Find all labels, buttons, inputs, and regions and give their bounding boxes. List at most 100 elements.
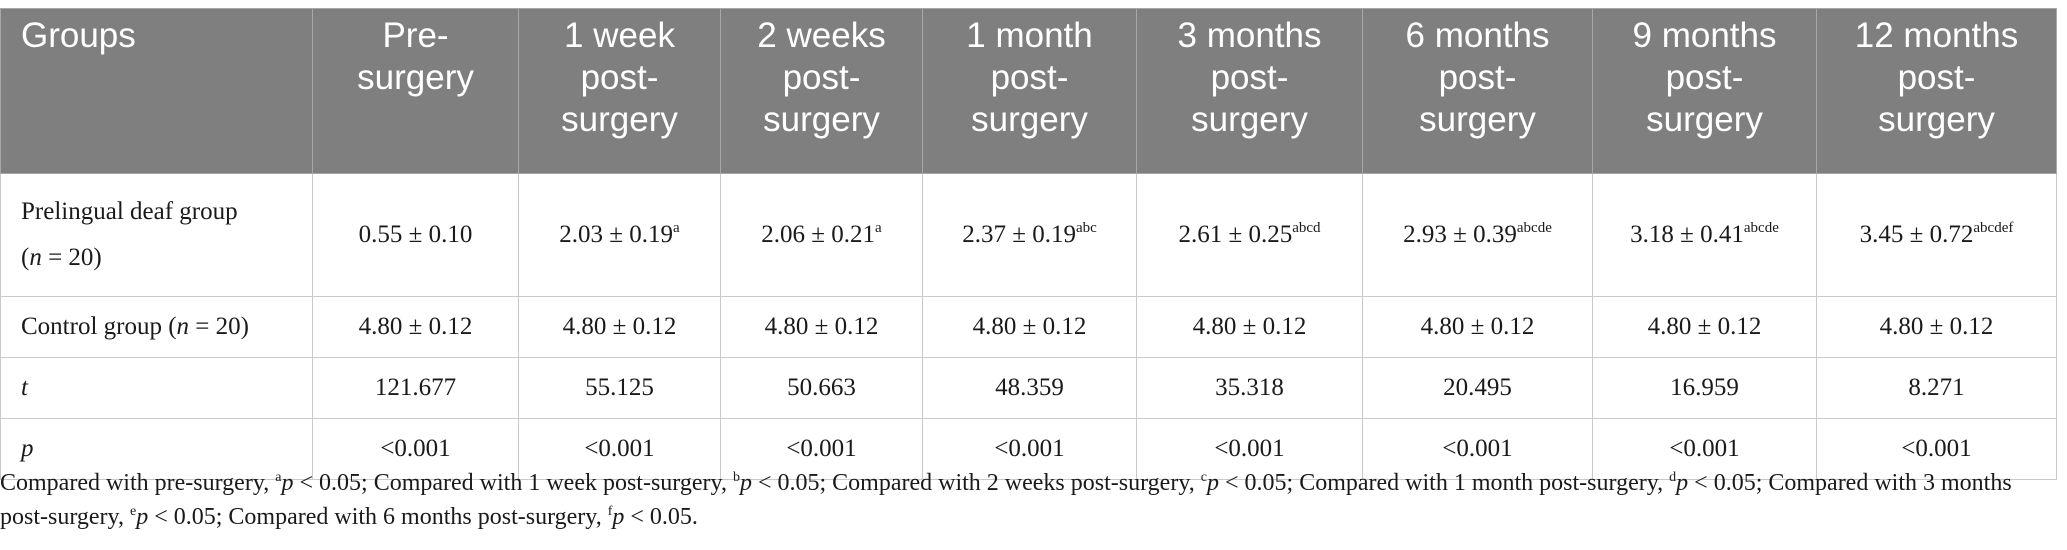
header-line: post-: [1210, 58, 1289, 97]
table-cell: 16.959: [1592, 357, 1817, 419]
footnote-part: Compared with 3 months post-surgery, ep …: [0, 470, 2012, 530]
header-cell-1-month: 1 month post- surgery: [922, 8, 1137, 174]
row-label-line: Prelingual deaf group: [21, 198, 238, 225]
table-cell: 121.677: [312, 357, 519, 419]
cell-value: 2.61 ± 0.25: [1178, 221, 1293, 248]
cell-superscript: abcde: [1516, 220, 1552, 236]
header-cell-2-weeks: 2 weeks post- surgery: [720, 8, 923, 174]
table-cell: 4.80 ± 0.12: [1592, 296, 1817, 358]
row-label-text: = 20): [189, 313, 249, 340]
table-row-control: Control group (n = 20) 4.80 ± 0.12 4.80 …: [0, 296, 2057, 358]
table-cell: 50.663: [720, 357, 923, 419]
table-row-t: t 121.677 55.125 50.663 48.359 35.318 20…: [0, 357, 2057, 419]
row-label: Control group (n = 20): [0, 296, 313, 358]
table-cell: <0.001: [720, 418, 923, 480]
row-label-text: Control group (: [21, 313, 177, 340]
header-line: 1 month: [966, 16, 1093, 55]
table-cell: 35.318: [1136, 357, 1363, 419]
table-cell: 8.271: [1816, 357, 2057, 419]
table-cell: <0.001: [1362, 418, 1593, 480]
table-cell: 2.37 ± 0.19abc: [922, 173, 1137, 297]
header-line: surgery: [1646, 100, 1763, 139]
table-cell: 48.359: [922, 357, 1137, 419]
table-header: Groups Pre- surgery 1 week post- surgery…: [0, 8, 2057, 174]
table-cell: 2.03 ± 0.19a: [518, 173, 721, 297]
header-cell-1-week: 1 week post- surgery: [518, 8, 721, 174]
header-line: surgery: [971, 100, 1088, 139]
row-label-line: (n = 20): [21, 235, 304, 281]
header-line: 9 months: [1632, 16, 1777, 55]
row-label: Prelingual deaf group (n = 20): [0, 173, 313, 297]
cell-superscript: abcdef: [1973, 220, 2014, 236]
header-line: post-: [782, 58, 861, 97]
header-line: 12 months: [1854, 16, 2019, 55]
footnote-part: Compared with pre-surgery, ap < 0.05;: [0, 470, 374, 496]
cell-value: 3.18 ± 0.41: [1630, 221, 1744, 248]
table-footnote: Compared with pre-surgery, ap < 0.05; Co…: [0, 466, 2060, 534]
header-line: post-: [1897, 58, 1976, 97]
cell-superscript: abcde: [1743, 220, 1779, 236]
header-line: post-: [1438, 58, 1517, 97]
header-cell-pre-surgery: Pre- surgery: [312, 8, 519, 174]
header-line: Pre-: [382, 16, 449, 55]
table-cell: <0.001: [312, 418, 519, 480]
table-cell: 4.80 ± 0.12: [720, 296, 923, 358]
table-cell: 4.80 ± 0.12: [518, 296, 721, 358]
header-line: surgery: [1878, 100, 1995, 139]
row-label: t: [0, 357, 313, 419]
header-line: 1 week: [564, 16, 675, 55]
header-line: 3 months: [1177, 16, 1322, 55]
footnote-part: Compared with 2 weeks post-surgery, cp <…: [832, 470, 1300, 496]
table-cell: <0.001: [1816, 418, 2057, 480]
header-line: post-: [1665, 58, 1744, 97]
cell-value: 3.45 ± 0.72: [1859, 221, 1974, 248]
cell-value: 0.55 ± 0.10: [358, 221, 473, 248]
table-body: Prelingual deaf group (n = 20) 0.55 ± 0.…: [0, 173, 2057, 480]
table-row-prelingual-deaf: Prelingual deaf group (n = 20) 0.55 ± 0.…: [0, 173, 2057, 297]
table-cell: 4.80 ± 0.12: [922, 296, 1137, 358]
table-cell: 4.80 ± 0.12: [1136, 296, 1363, 358]
results-table: Groups Pre- surgery 1 week post- surgery…: [0, 8, 2057, 480]
cell-value: 2.37 ± 0.19: [962, 221, 1076, 248]
row-label-text: = 20): [41, 244, 102, 271]
header-line: surgery: [561, 100, 678, 139]
header-line: Groups: [21, 16, 136, 55]
table-cell: 4.80 ± 0.12: [1816, 296, 2057, 358]
cell-superscript: a: [673, 220, 680, 236]
header-line: surgery: [1419, 100, 1536, 139]
table-cell: 4.80 ± 0.12: [1362, 296, 1593, 358]
header-line: post-: [580, 58, 659, 97]
table-cell: 3.45 ± 0.72abcdef: [1816, 173, 2057, 297]
header-row: Groups Pre- surgery 1 week post- surgery…: [0, 8, 2057, 174]
footnote-part: Compared with 1 month post-surgery, dp <…: [1299, 470, 1769, 496]
header-line: post-: [990, 58, 1069, 97]
cell-superscript: abcd: [1292, 220, 1321, 236]
header-cell-6-months: 6 months post- surgery: [1362, 8, 1593, 174]
footnote-part: Compared with 1 week post-surgery, bp < …: [373, 470, 833, 496]
row-label: p: [0, 418, 313, 480]
row-label-text: (: [21, 244, 30, 271]
table-cell: <0.001: [518, 418, 721, 480]
row-label-italic: n: [29, 244, 42, 271]
header-cell-groups: Groups: [0, 8, 313, 174]
cell-superscript: abc: [1075, 220, 1097, 236]
header-line: surgery: [357, 58, 474, 97]
cell-superscript: a: [875, 220, 882, 236]
table-cell: 2.61 ± 0.25abcd: [1136, 173, 1363, 297]
table-cell: <0.001: [1592, 418, 1817, 480]
table-cell: 2.06 ± 0.21a: [720, 173, 923, 297]
cell-value: 2.03 ± 0.19: [559, 221, 674, 248]
header-line: 6 months: [1405, 16, 1550, 55]
table-cell: 55.125: [518, 357, 721, 419]
header-line: surgery: [1191, 100, 1308, 139]
table-cell: <0.001: [1136, 418, 1363, 480]
header-cell-9-months: 9 months post- surgery: [1592, 8, 1817, 174]
header-line: surgery: [763, 100, 880, 139]
table-cell: 3.18 ± 0.41abcde: [1592, 173, 1817, 297]
header-line: 2 weeks: [757, 16, 886, 55]
row-label-italic: n: [176, 313, 190, 340]
table-cell: 4.80 ± 0.12: [312, 296, 519, 358]
table-cell: 0.55 ± 0.10: [312, 173, 519, 297]
cell-value: 2.93 ± 0.39: [1403, 221, 1517, 248]
